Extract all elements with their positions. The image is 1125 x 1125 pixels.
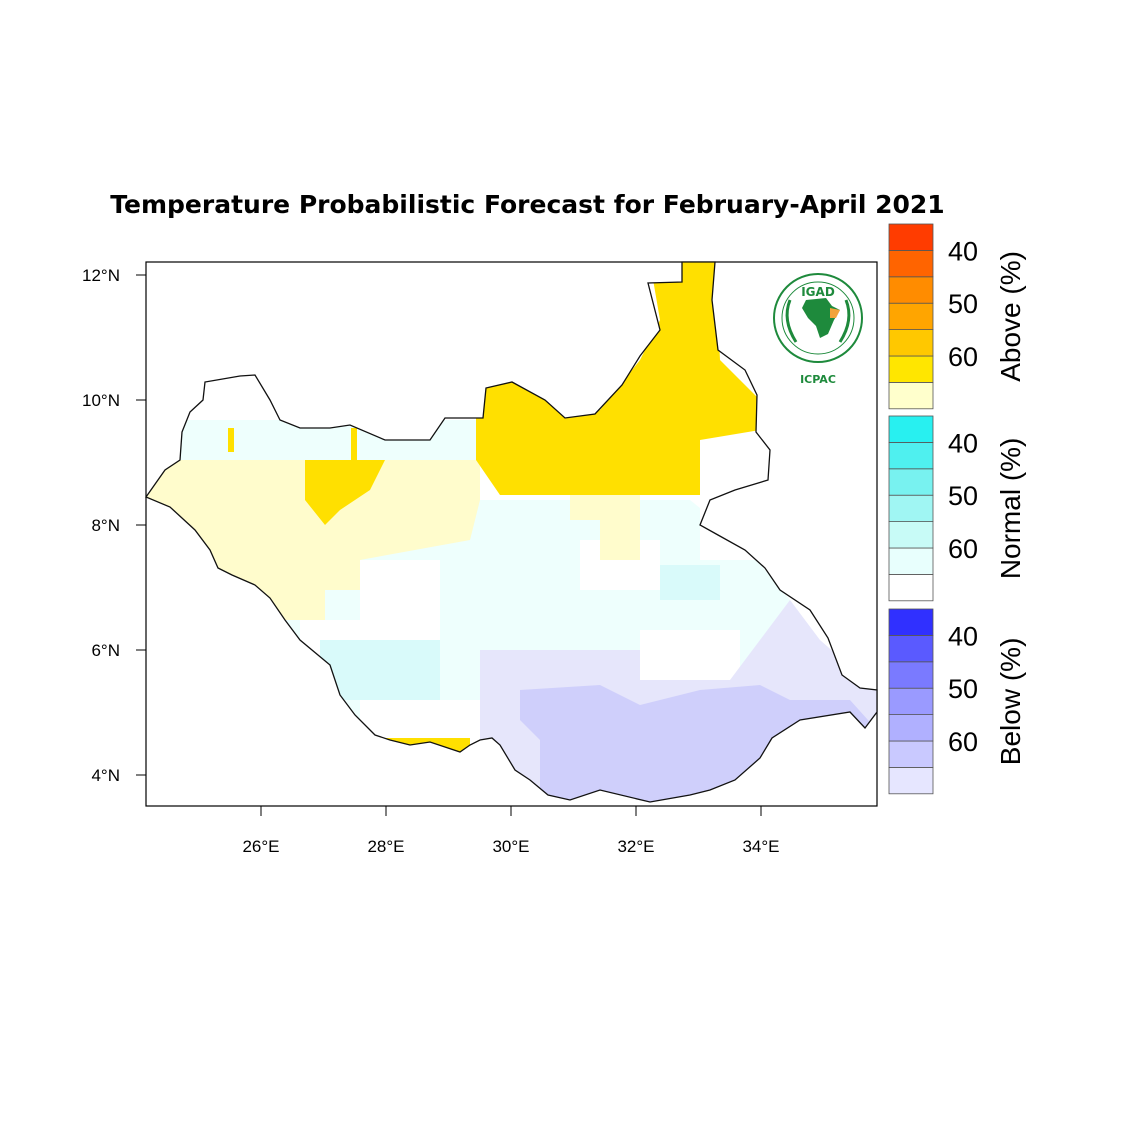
colorbar-tick-label: 60: [948, 534, 978, 564]
colorbar-tick-label: 40: [948, 236, 978, 266]
above-50-west: [305, 460, 385, 525]
colorbar-title: Normal (%): [995, 438, 1026, 580]
colorbar-swatch: [888, 302, 934, 331]
country-border: [145, 261, 878, 803]
colorbar-swatch: [888, 635, 934, 663]
colorbar-tick-label: 60: [948, 342, 978, 372]
above-50-strip: [351, 428, 357, 462]
colorbar-legend: 60 50 40 Above (%) 60 50 40 Normal (%) 60 50 40 Bel…: [888, 223, 1026, 795]
colorbar-swatch: [888, 441, 934, 470]
africa-map-icon: [802, 298, 840, 338]
lon-tick-label: 30°E: [492, 837, 529, 856]
logo-name: ICPAC: [800, 373, 836, 386]
colorbar-swatch: [888, 355, 934, 383]
colorbar-swatch: [888, 468, 934, 496]
horn-region-icon: [830, 308, 840, 318]
lon-tick-label: 34°E: [742, 837, 779, 856]
lon-tick-label: 28°E: [367, 837, 404, 856]
colorbar-title: Above (%): [995, 251, 1026, 382]
above-50-strip: [228, 428, 234, 452]
map-title: Temperature Probabilistic Forecast for F…: [110, 190, 945, 219]
lat-axis: 12°N 10°N 8°N 6°N 4°N: [82, 266, 146, 785]
colorbar-swatch: [888, 740, 934, 768]
white-gap: [360, 560, 440, 640]
colorbar-swatch: [888, 661, 934, 689]
colorbar-swatch: [888, 608, 934, 636]
colorbar-swatch: [888, 547, 934, 575]
colorbar-swatch: [888, 249, 934, 278]
laurel-right-icon: [838, 299, 851, 343]
lat-tick-label: 8°N: [91, 516, 120, 535]
colorbar-swatch: [888, 381, 934, 410]
above-40-center: [570, 490, 640, 560]
lat-tick-label: 12°N: [82, 266, 120, 285]
lon-tick-label: 32°E: [617, 837, 654, 856]
colorbar-tick-label: 40: [948, 428, 978, 458]
white-gap: [640, 630, 740, 680]
colorbar-tick-label: 40: [948, 621, 978, 651]
colorbar-title: Below (%): [995, 638, 1026, 766]
icpac-logo: IGAD ICPAC: [773, 273, 863, 386]
colorbar-swatch: [888, 329, 934, 357]
colorbar-tick-label: 60: [948, 727, 978, 757]
logo-org: IGAD: [801, 285, 835, 299]
colorbar-tick-label: 50: [948, 674, 978, 704]
colorbar-swatch: [888, 767, 934, 795]
lat-tick-label: 10°N: [82, 391, 120, 410]
colorbar-tick-label: 50: [948, 289, 978, 319]
colorbar-swatch: [888, 521, 934, 549]
lat-tick-label: 4°N: [91, 766, 120, 785]
colorbar-tick-label: 50: [948, 481, 978, 511]
colorbar-swatch: [888, 574, 934, 602]
lon-tick-label: 26°E: [242, 837, 279, 856]
colorbar-swatch: [888, 223, 934, 251]
colorbar-swatch: [888, 276, 934, 304]
colorbar-swatch: [888, 714, 934, 742]
lon-axis: 26°E 28°E 30°E 32°E 34°E: [242, 806, 780, 856]
laurel-left-icon: [785, 299, 798, 343]
colorbar-swatch: [888, 494, 934, 523]
colorbar-swatch: [888, 687, 934, 716]
normal-zone-strong: [320, 640, 440, 700]
lat-tick-label: 6°N: [91, 641, 120, 660]
colorbar-swatch: [888, 415, 934, 443]
above-50-north: [476, 262, 760, 495]
normal-zone-strong: [660, 565, 720, 600]
